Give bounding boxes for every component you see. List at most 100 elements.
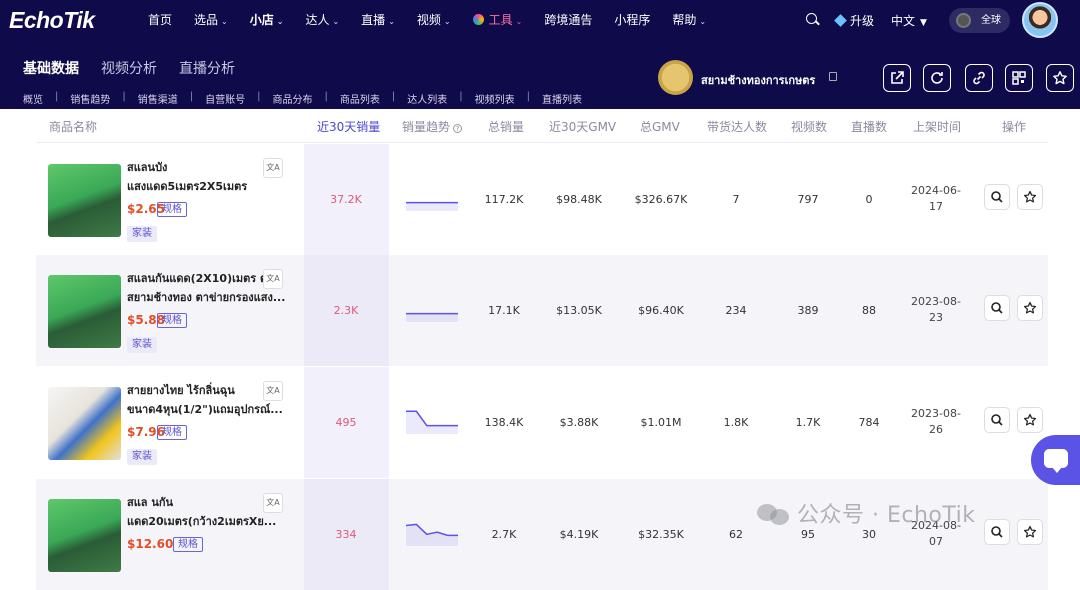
tab-video-analysis[interactable]: 视频分析 bbox=[101, 61, 157, 77]
spec-button[interactable]: 规格 bbox=[157, 313, 187, 328]
echotik-logo[interactable]: EchoTik bbox=[9, 7, 95, 33]
spec-button[interactable]: 规格 bbox=[157, 202, 187, 217]
chevron-down-icon: ⌄ bbox=[221, 17, 228, 26]
nav-item-8[interactable]: 小程序 bbox=[603, 0, 661, 42]
spec-button[interactable]: 规格 bbox=[157, 425, 187, 440]
favorite-button[interactable] bbox=[1017, 407, 1043, 433]
live-count: 784 bbox=[858, 416, 880, 429]
section-link[interactable]: 视频列表 bbox=[474, 95, 515, 106]
favorite-button[interactable] bbox=[1017, 519, 1043, 545]
video-count: 797 bbox=[797, 193, 819, 206]
favorite-button[interactable] bbox=[1017, 184, 1043, 210]
video-count: 1.7K bbox=[795, 416, 821, 429]
translate-icon[interactable]: 文A bbox=[263, 381, 283, 401]
product-thumbnail[interactable] bbox=[48, 164, 121, 237]
section-link[interactable]: 达人列表 bbox=[407, 95, 448, 106]
col-sales-trend: 销量趋势? bbox=[402, 118, 463, 135]
user-avatar[interactable] bbox=[1022, 2, 1058, 38]
col-sales-30d[interactable]: 近30天销量 bbox=[317, 120, 381, 134]
copy-icon[interactable] bbox=[829, 72, 837, 81]
product-title[interactable]: สายยางไทย ไร้กลิ่นฉุน ขนาด4หุน(1/2")แถมอ… bbox=[127, 384, 283, 416]
table-row[interactable]: สแล นกันแดด20เมตร(กว้าง2เมตรXย... 文A $12… bbox=[36, 479, 1048, 590]
trend-area bbox=[406, 411, 458, 434]
product-price: $7.96 bbox=[127, 425, 165, 439]
language-select[interactable]: 中文 ▼ bbox=[891, 12, 927, 29]
total-gmv: $1.01M bbox=[640, 416, 682, 429]
table-row[interactable]: สแลนกันแดด(2X10)เมตร ตรา สยามช้างทอง ตาข… bbox=[36, 255, 1048, 366]
tools-icon bbox=[472, 14, 484, 25]
favorite-shop-button[interactable] bbox=[1046, 64, 1074, 92]
separator: | bbox=[391, 91, 396, 102]
qr-code-button[interactable] bbox=[1005, 64, 1033, 92]
listed-date-line1: 2024-08- bbox=[911, 519, 961, 532]
translate-icon[interactable]: 文A bbox=[263, 493, 283, 513]
section-link[interactable]: 销售渠道 bbox=[137, 95, 178, 106]
region-toggle[interactable]: 全球 bbox=[949, 8, 1010, 33]
total-sales: 138.4K bbox=[484, 416, 524, 429]
nav-item-6[interactable]: 工具 ⌄ bbox=[462, 0, 534, 42]
translate-icon[interactable]: 文A bbox=[263, 269, 283, 289]
product-thumbnail[interactable] bbox=[48, 499, 121, 572]
col-videos[interactable]: 视频数 bbox=[791, 120, 828, 134]
chevron-down-icon: ⌄ bbox=[388, 17, 395, 26]
product-title[interactable]: สแลนกันแดด(2X10)เมตร ตรา สยามช้างทอง ตาข… bbox=[127, 272, 286, 304]
listed-date-line1: 2024-06- bbox=[911, 184, 961, 197]
main-nav: 首页 选品 ⌄ 小店 ⌄ 达人 ⌄ 直播 ⌄ 视频 ⌄ 工具 ⌄ 跨境通告 小程序 帮助 ⌄ bbox=[137, 0, 717, 45]
refresh-button[interactable] bbox=[923, 64, 951, 92]
product-thumbnail[interactable] bbox=[48, 275, 121, 348]
detail-button[interactable] bbox=[984, 295, 1010, 321]
detail-button[interactable] bbox=[984, 519, 1010, 545]
translate-icon[interactable]: 文A bbox=[263, 158, 283, 178]
upgrade-button[interactable]: 升级 bbox=[834, 12, 874, 29]
nav-label: 小店 bbox=[249, 13, 274, 27]
product-title[interactable]: สแล นกันแดด20เมตร(กว้าง2เมตรXย... bbox=[127, 496, 277, 528]
section-link[interactable]: 概览 bbox=[23, 95, 43, 106]
section-link[interactable]: 自营账号 bbox=[205, 95, 246, 106]
section-link[interactable]: 销售趋势 bbox=[70, 95, 111, 106]
section-link[interactable]: 直播列表 bbox=[542, 95, 582, 106]
col-gmv-30d[interactable]: 近30天GMV bbox=[549, 120, 617, 134]
video-count: 95 bbox=[801, 528, 815, 541]
nav-item-9[interactable]: 帮助 ⌄ bbox=[661, 0, 717, 42]
tab-basic-data[interactable]: 基础数据 bbox=[23, 61, 79, 77]
table-row[interactable]: สายยางไทย ไร้กลิ่นฉุน ขนาด4หุน(1/2")แถมอ… bbox=[36, 367, 1048, 478]
nav-item-2[interactable]: 小店 ⌄ bbox=[239, 0, 295, 45]
open-external-button[interactable] bbox=[883, 64, 911, 92]
listed-date: 2024-06- 17 bbox=[906, 183, 966, 215]
nav-item-4[interactable]: 直播 ⌄ bbox=[350, 0, 406, 42]
nav-item-3[interactable]: 达人 ⌄ bbox=[294, 0, 350, 42]
col-lives[interactable]: 直播数 bbox=[851, 120, 888, 134]
trend-line bbox=[406, 410, 458, 427]
nav-label: 工具 bbox=[488, 13, 513, 27]
chat-support-button[interactable] bbox=[1031, 435, 1080, 485]
nav-item-5[interactable]: 视频 ⌄ bbox=[406, 0, 462, 42]
product-price: $12.60 bbox=[127, 537, 174, 551]
help-icon[interactable]: ? bbox=[453, 124, 463, 133]
search-icon[interactable] bbox=[806, 13, 817, 24]
listed-date: 2023-08- 23 bbox=[906, 294, 966, 326]
section-link[interactable]: 商品列表 bbox=[339, 95, 380, 106]
category-tag: 家装 bbox=[127, 337, 157, 353]
spec-button[interactable]: 规格 bbox=[173, 537, 203, 552]
nav-item-7[interactable]: 跨境通告 bbox=[533, 0, 603, 42]
nav-item-0[interactable]: 首页 bbox=[137, 0, 183, 42]
tab-live-analysis[interactable]: 直播分析 bbox=[179, 61, 235, 77]
product-title[interactable]: สแลนบังแสงแดด5เมตร2X5เมตร กว้างXยาว สแลน… bbox=[127, 161, 248, 193]
search-circle-icon bbox=[991, 414, 1003, 426]
detail-button[interactable] bbox=[984, 184, 1010, 210]
nav-item-1[interactable]: 选品 ⌄ bbox=[183, 0, 239, 42]
listed-date: 2023-08- 26 bbox=[906, 406, 966, 438]
col-listed-date[interactable]: 上架时间 bbox=[913, 120, 962, 134]
col-total-sales[interactable]: 总销量 bbox=[488, 120, 525, 134]
nav-label: 跨境通告 bbox=[544, 13, 593, 27]
product-thumbnail[interactable] bbox=[48, 387, 121, 460]
creator-count: 62 bbox=[729, 528, 743, 541]
col-total-gmv[interactable]: 总GMV bbox=[640, 120, 680, 134]
section-link[interactable]: 商品分布 bbox=[272, 95, 313, 106]
col-creators[interactable]: 带货达人数 bbox=[707, 120, 768, 134]
detail-button[interactable] bbox=[984, 407, 1010, 433]
table-row[interactable]: สแลนบังแสงแดด5เมตร2X5เมตร กว้างXยาว สแลน… bbox=[36, 144, 1048, 255]
link-button[interactable] bbox=[965, 64, 993, 92]
favorite-button[interactable] bbox=[1017, 295, 1043, 321]
category-tag: 家装 bbox=[127, 449, 157, 465]
